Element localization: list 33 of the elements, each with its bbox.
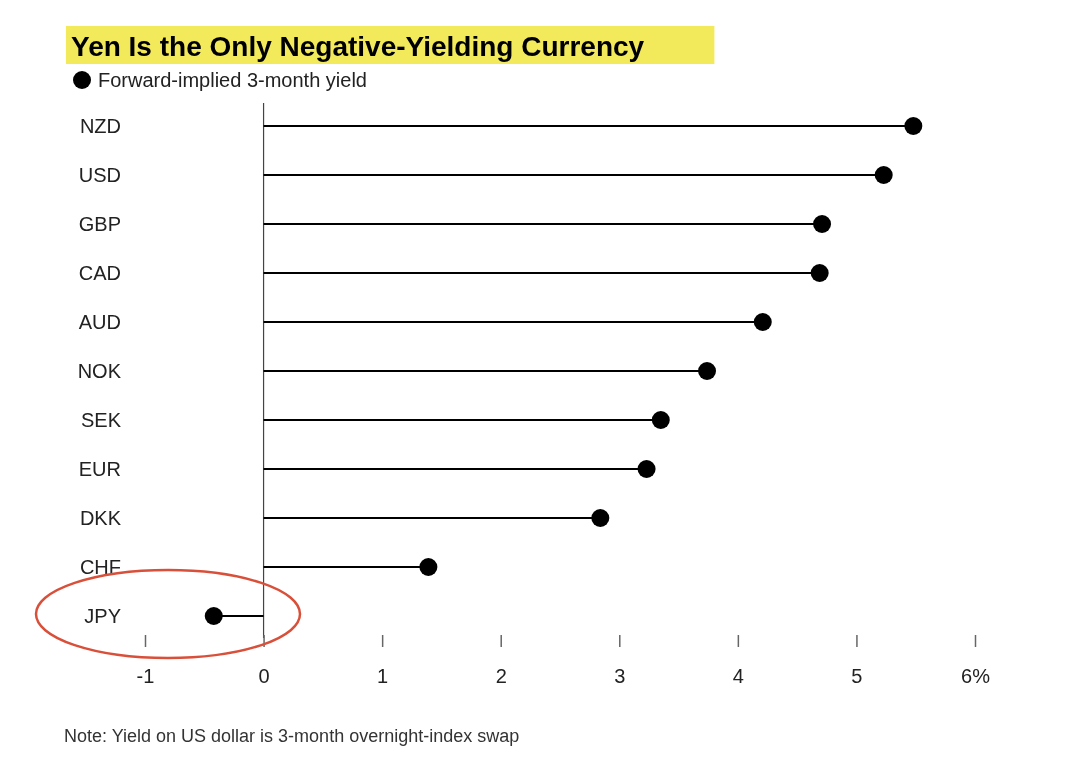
point	[813, 215, 832, 233]
point	[651, 411, 670, 429]
x-tick-label: 2	[495, 665, 507, 688]
text: Note: Yield on US dollar is 3-month overnight-index swap	[64, 726, 520, 746]
legend-label: Forward-implied 3-month yield	[98, 69, 367, 91]
point	[419, 558, 438, 576]
y-tick-label: USD	[78, 164, 121, 186]
x-tick-label: -1	[136, 665, 155, 688]
point	[591, 509, 610, 527]
point	[204, 607, 223, 625]
chart-title: Yen Is the Only Negative-Yielding Currency	[71, 31, 645, 62]
y-tick-label: DKK	[79, 507, 122, 529]
y-tick-label: EUR	[78, 458, 121, 480]
y-tick-label: AUD	[78, 311, 121, 333]
point	[904, 117, 923, 135]
y-tick-label: JPY	[84, 605, 121, 627]
y-tick-label: GBP	[78, 213, 121, 235]
x-tick-label: 6%	[961, 665, 991, 688]
point	[698, 362, 717, 380]
y-tick-label: NZD	[79, 115, 121, 137]
x-tick-label: 5	[851, 665, 863, 688]
y-tick-label: CAD	[78, 262, 121, 284]
point	[874, 166, 893, 184]
y-tick-label: NOK	[77, 360, 122, 382]
x-tick-label: 0	[258, 665, 270, 688]
x-tick-label: 1	[377, 665, 389, 688]
point	[637, 460, 656, 478]
x-tick-label: 3	[614, 665, 626, 688]
y-tick-label: CHF	[79, 556, 121, 578]
point	[810, 264, 829, 282]
x-tick-label: 4	[732, 665, 744, 688]
y-tick-label: SEK	[80, 409, 122, 431]
point	[753, 313, 772, 331]
